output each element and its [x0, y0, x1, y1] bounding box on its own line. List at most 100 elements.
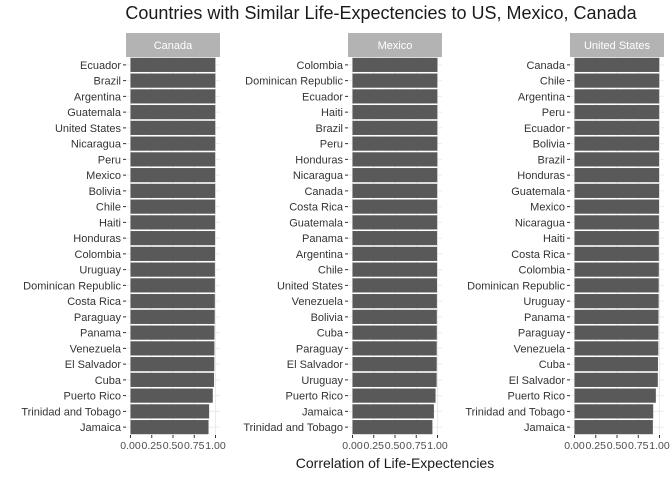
category-label: United States [277, 280, 344, 292]
category-label: Canada [304, 186, 343, 198]
bar [352, 120, 438, 135]
x-tick-label: 0.50 [385, 440, 406, 452]
bar [352, 89, 438, 104]
facet-strip-label: Canada [154, 40, 193, 52]
bar [352, 294, 437, 309]
bar [130, 341, 215, 356]
x-tick-label: 0.00 [342, 440, 363, 452]
category-label: Panama [302, 233, 344, 245]
facet-strip-label: Mexico [378, 40, 413, 52]
bar [574, 57, 660, 72]
bar [574, 372, 658, 387]
bar [130, 420, 209, 435]
bar [574, 278, 659, 293]
bar [352, 372, 437, 387]
bar [130, 309, 215, 324]
x-tick-label: 0.25 [364, 440, 385, 452]
category-label: Peru [98, 154, 121, 166]
bar [574, 262, 659, 277]
bar [574, 199, 659, 214]
category-label: El Salvador [65, 359, 122, 371]
category-label: Brazil [537, 154, 565, 166]
category-label: Paraguay [296, 343, 344, 355]
category-label: Argentina [518, 91, 566, 103]
category-label: Guatemala [511, 186, 566, 198]
category-label: Honduras [517, 170, 565, 182]
bar [574, 231, 659, 246]
category-label: Brazil [93, 76, 121, 88]
bar [352, 262, 438, 277]
category-label: Venezuela [70, 343, 122, 355]
bar [352, 388, 436, 403]
x-tick-label: 0.25 [586, 440, 607, 452]
category-label: Honduras [295, 154, 343, 166]
category-label: Ecuador [80, 60, 121, 72]
category-label: Canada [526, 60, 565, 72]
category-label: Puerto Rico [64, 391, 121, 403]
x-tick-label: 0.25 [142, 440, 163, 452]
x-tick-label: 0.75 [184, 440, 205, 452]
bar [130, 215, 216, 230]
category-label: Bolivia [533, 139, 566, 151]
bar [352, 246, 438, 261]
category-label: Nicaragua [293, 170, 344, 182]
bar [574, 325, 659, 340]
bar [352, 73, 438, 88]
x-tick-label: 1.00 [205, 440, 226, 452]
x-axis-label: Correlation of Life-Expectencies [295, 455, 495, 471]
bar [574, 73, 660, 88]
bar [130, 357, 215, 372]
category-label: Argentina [74, 91, 122, 103]
bar [130, 278, 215, 293]
category-label: Bolivia [311, 312, 344, 324]
category-label: Costa Rica [67, 296, 122, 308]
category-label: Uruguay [79, 265, 121, 277]
category-label: Brazil [315, 123, 343, 135]
bar [574, 120, 660, 135]
bar [574, 341, 659, 356]
category-label: Puerto Rico [508, 391, 565, 403]
bar [574, 388, 656, 403]
category-label: Costa Rica [289, 202, 344, 214]
category-label: United States [55, 123, 122, 135]
bar [574, 309, 659, 324]
x-tick-label: 0.00 [564, 440, 585, 452]
bar [574, 89, 660, 104]
bar [130, 57, 216, 72]
category-label: Nicaragua [515, 217, 566, 229]
x-tick-label: 1.00 [649, 440, 670, 452]
category-label: Nicaragua [71, 139, 122, 151]
category-label: Colombia [75, 249, 122, 261]
category-label: Cuba [539, 359, 566, 371]
bar [130, 183, 216, 198]
category-label: Dominican Republic [467, 280, 565, 292]
bar [130, 136, 216, 151]
category-label: El Salvador [287, 359, 344, 371]
category-label: Puerto Rico [286, 391, 343, 403]
bar [130, 105, 216, 120]
bar [130, 372, 215, 387]
category-label: Bolivia [89, 186, 122, 198]
category-label: Mexico [530, 202, 565, 214]
category-label: Peru [542, 107, 565, 119]
category-label: Haiti [321, 107, 343, 119]
category-label: Paraguay [74, 312, 122, 324]
facet-strip [348, 33, 442, 57]
bar [130, 246, 215, 261]
category-label: Ecuador [302, 91, 343, 103]
category-label: Colombia [519, 265, 566, 277]
category-label: Panama [524, 312, 566, 324]
bar [352, 231, 438, 246]
bar [130, 325, 215, 340]
category-label: Chile [318, 265, 343, 277]
category-label: Panama [80, 328, 122, 340]
bar [574, 404, 654, 419]
x-tick-label: 0.50 [163, 440, 184, 452]
x-tick-label: 0.75 [628, 440, 649, 452]
category-label: Guatemala [289, 217, 344, 229]
bar [352, 168, 438, 183]
bar [352, 420, 433, 435]
bar [130, 231, 216, 246]
category-label: Jamaica [524, 422, 566, 434]
bar [352, 215, 438, 230]
